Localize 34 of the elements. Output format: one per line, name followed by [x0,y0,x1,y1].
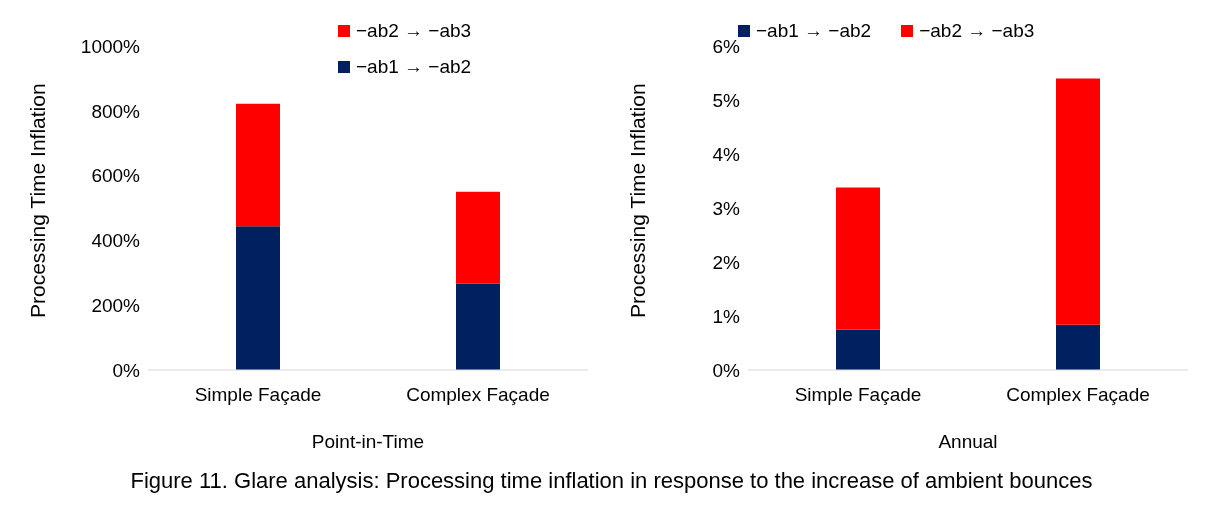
y-axis-title: Processing Time Inflation [626,83,650,318]
y-tick-label: 0% [712,359,741,381]
bar [836,329,880,370]
y-tick-label: 2% [712,251,741,273]
bar [456,191,500,284]
y-tick-label: 4% [712,143,741,165]
y-tick-label: 1% [712,305,741,327]
y-tick-label: 400% [91,230,141,252]
x-axis-title: Annual [938,431,998,452]
bar [836,187,880,330]
caption: Figure 11. Glare analysis: Processing time inflation in response to the increase of ambient bounces [129,468,1094,494]
x-tick-label: Simple Façade [194,384,322,406]
y-tick-label: 0% [112,359,141,381]
y-tick-label: 3% [712,197,741,219]
y-tick-label: 1000% [80,35,141,57]
x-axis-title: Point-in-Time [311,431,425,452]
bar [236,103,280,227]
y-tick-label: 200% [91,294,141,316]
legend-label: −ab1 → −ab2 [356,56,472,78]
y-tick-label: 800% [91,100,141,122]
y-tick-label: 5% [712,89,741,111]
bar [456,283,500,370]
x-tick-label: Simple Façade [794,384,922,406]
y-tick-label: 6% [712,35,741,57]
legend-label: −ab2 → −ab3 [356,20,472,42]
bar [1056,78,1100,325]
y-axis-title: Processing Time Inflation [26,83,50,318]
x-tick-label: Complex Façade [1006,384,1150,406]
bar [236,226,280,370]
legend-label: −ab1 → −ab2 [756,20,872,42]
x-tick-label: Complex Façade [406,384,550,406]
y-tick-label: 600% [91,165,141,187]
bar [1056,324,1100,370]
legend-label: −ab2 → −ab3 [919,20,1035,42]
